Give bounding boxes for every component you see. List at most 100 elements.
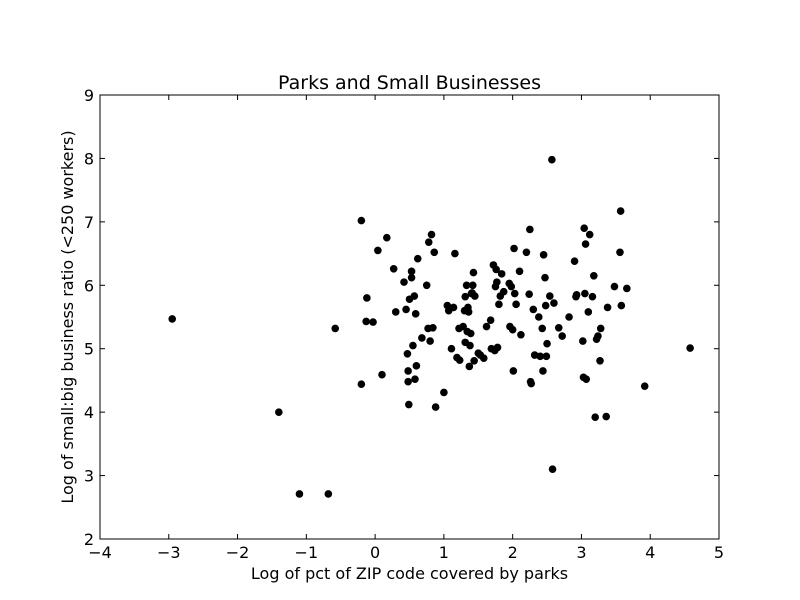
- data-point: [378, 370, 386, 379]
- y-tick-label: 5: [84, 340, 94, 359]
- data-point: [558, 332, 566, 340]
- x-tick-label: 1: [439, 543, 449, 562]
- axis-ticks: −4 −3 −2 −1 0 1 2 3 4 5 2 3 4 5 6 7 8 9: [84, 86, 724, 562]
- plot-frame: [99, 94, 720, 540]
- data-point: [616, 207, 625, 215]
- data-point: [404, 377, 412, 386]
- data-point: [362, 317, 370, 326]
- data-point: [581, 240, 590, 248]
- data-point: [493, 343, 502, 352]
- y-tick-label: 6: [84, 276, 94, 295]
- data-point: [579, 337, 587, 345]
- data-point: [497, 270, 506, 278]
- data-point: [546, 292, 554, 300]
- data-point: [331, 324, 340, 333]
- data-point: [591, 413, 599, 422]
- data-point: [468, 281, 477, 290]
- data-point: [543, 339, 551, 348]
- data-point: [584, 308, 593, 316]
- data-point: [541, 301, 550, 310]
- data-point: [512, 300, 520, 309]
- data-point: [357, 216, 366, 225]
- data-point: [596, 324, 605, 333]
- data-point: [602, 412, 611, 421]
- data-point: [572, 291, 581, 299]
- data-point: [411, 310, 420, 318]
- data-point: [538, 324, 547, 333]
- data-point: [411, 375, 419, 383]
- data-point: [486, 316, 495, 324]
- data-point: [580, 224, 588, 232]
- data-point: [459, 322, 467, 331]
- data-point: [522, 248, 531, 257]
- y-axis-label: Log of small:big business ratio (<250 wo…: [58, 130, 77, 503]
- data-point: [596, 356, 604, 365]
- data-point: [412, 362, 421, 370]
- data-point: [588, 292, 597, 301]
- data-point: [493, 278, 501, 286]
- data-point: [499, 287, 508, 296]
- data-point: [515, 267, 524, 276]
- data-point: [466, 329, 475, 338]
- data-point: [594, 332, 602, 340]
- data-point: [640, 382, 649, 390]
- data-point: [369, 318, 377, 326]
- data-point: [529, 305, 538, 314]
- data-point: [430, 248, 439, 257]
- data-point: [424, 238, 433, 246]
- data-point: [510, 244, 518, 253]
- data-point: [479, 354, 488, 363]
- x-tick-label: −2: [226, 543, 250, 562]
- data-point: [536, 352, 544, 361]
- data-point: [517, 330, 525, 339]
- data-point: [542, 352, 551, 361]
- data-point: [447, 344, 456, 353]
- data-point: [610, 282, 619, 291]
- data-point: [617, 301, 626, 310]
- y-tick-label: 4: [84, 403, 94, 422]
- data-point: [465, 362, 474, 371]
- data-point: [550, 299, 558, 307]
- data-point: [466, 341, 474, 350]
- data-point: [582, 375, 591, 383]
- data-point: [363, 294, 371, 302]
- y-tick-label: 8: [84, 149, 94, 168]
- data-point: [495, 300, 503, 309]
- data-point: [603, 303, 612, 312]
- data-point: [407, 273, 416, 282]
- y-tick-label: 7: [84, 213, 94, 232]
- data-point: [427, 230, 436, 239]
- data-point: [510, 289, 519, 298]
- data-point: [402, 305, 410, 314]
- data-point: [422, 281, 431, 290]
- x-tick-label: −4: [88, 543, 112, 562]
- data-point: [526, 225, 534, 234]
- data-point: [410, 292, 419, 300]
- x-tick-label: −1: [295, 543, 319, 562]
- data-point: [405, 400, 413, 409]
- data-point: [623, 284, 631, 293]
- x-tick-label: 5: [714, 543, 724, 562]
- data-point: [403, 349, 412, 358]
- data-point: [400, 278, 408, 286]
- data-point: [168, 315, 177, 323]
- x-tick-label: 4: [645, 543, 655, 562]
- data-point: [440, 388, 448, 397]
- data-point: [449, 303, 458, 312]
- data-point: [548, 465, 557, 474]
- data-point: [554, 323, 563, 332]
- data-point: [492, 265, 500, 274]
- data-point: [464, 308, 473, 316]
- data-point: [275, 408, 283, 416]
- y-tick-label: 2: [84, 530, 94, 549]
- data-point: [585, 230, 594, 239]
- data-points: [168, 155, 694, 498]
- data-point: [539, 367, 547, 375]
- x-tick-label: 2: [508, 543, 518, 562]
- data-point: [507, 282, 516, 291]
- data-point: [357, 380, 366, 389]
- data-point: [431, 403, 440, 411]
- data-point: [535, 313, 543, 321]
- data-point: [429, 323, 437, 332]
